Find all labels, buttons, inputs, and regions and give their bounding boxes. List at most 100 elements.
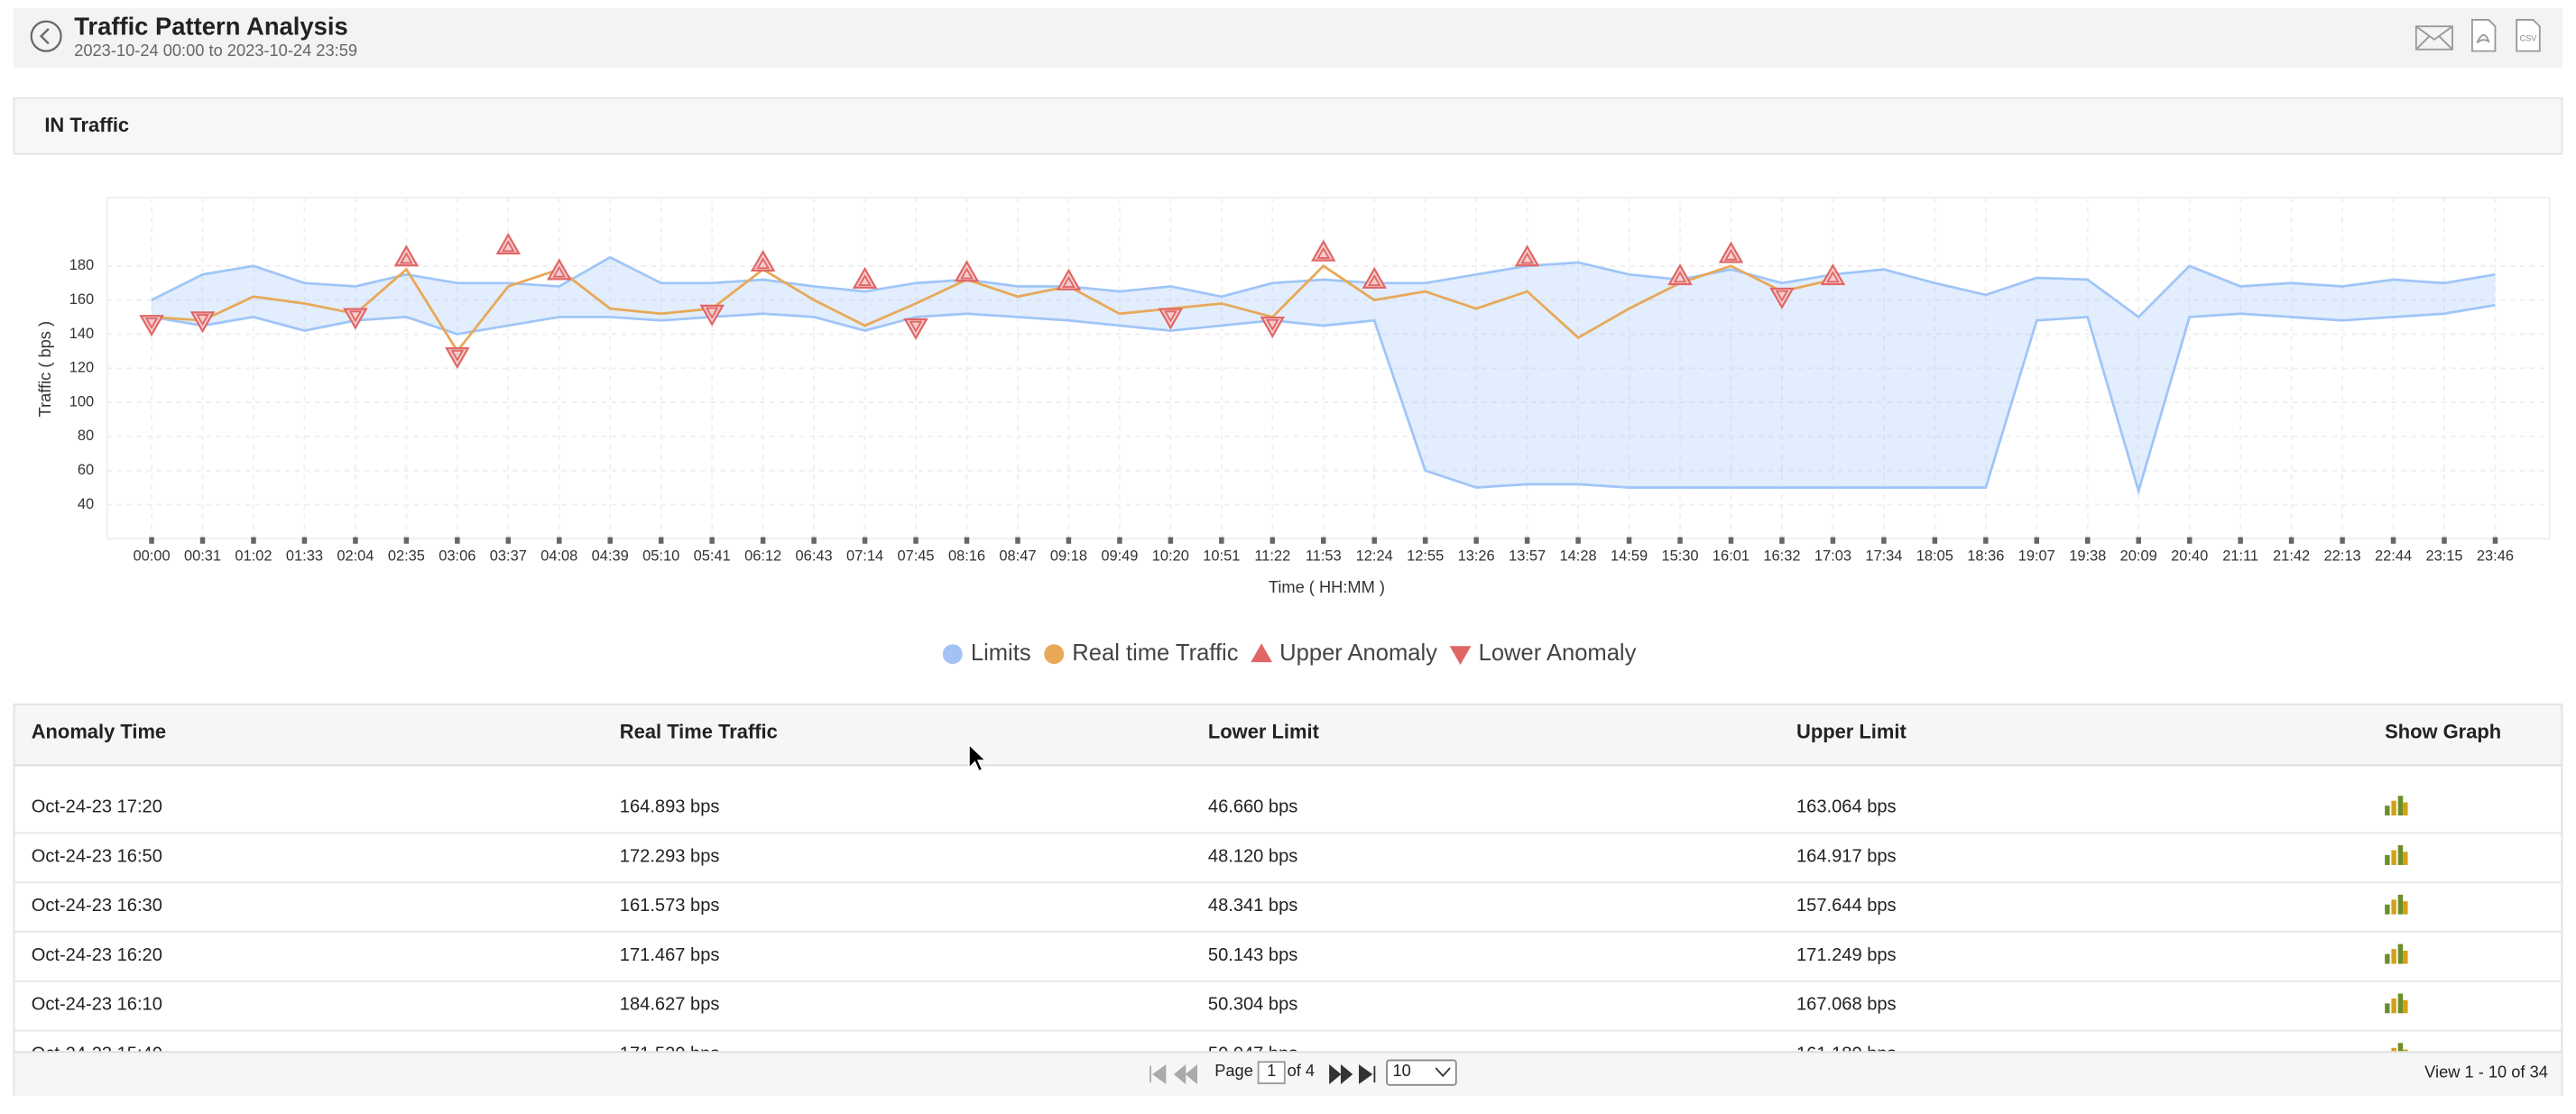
anomaly-inner — [909, 320, 923, 333]
show-graph-button[interactable] — [2385, 842, 2408, 865]
show-graph-button[interactable] — [2385, 1040, 2408, 1052]
x-tick-mark — [2136, 537, 2141, 544]
x-tick-mark — [455, 537, 460, 544]
x-tick-label: 20:09 — [2120, 548, 2157, 565]
x-tick-label: 09:18 — [1050, 548, 1087, 565]
x-tick-mark — [1168, 537, 1174, 544]
anomaly-inner — [756, 257, 771, 270]
x-tick-label: 08:16 — [948, 548, 985, 565]
table-cell: 167.068 bps — [1796, 995, 1897, 1016]
x-tick-label: 14:59 — [1611, 548, 1648, 565]
anomaly-outer — [699, 304, 725, 327]
anomaly-outer — [903, 318, 928, 340]
graph-icon-bar — [2403, 802, 2408, 816]
x-tick-mark — [1015, 537, 1020, 544]
x-tick-mark — [199, 537, 206, 544]
lower-anomaly — [139, 315, 164, 337]
show-graph-button[interactable] — [2385, 891, 2408, 915]
anomaly-inner — [858, 274, 872, 287]
x-tick-mark — [1932, 537, 1938, 544]
x-tick-mark — [2492, 537, 2498, 544]
pdf-icon[interactable] — [2469, 18, 2498, 54]
x-tick-mark — [1779, 537, 1785, 544]
graph-icon-bar — [2403, 950, 2408, 964]
lower-anomaly — [445, 347, 470, 370]
graph-icon-bar — [2397, 845, 2404, 865]
upper-anomaly — [393, 244, 420, 267]
table-cell: 164.893 bps — [619, 797, 720, 817]
x-tick-mark — [353, 537, 358, 544]
back-button[interactable] — [28, 20, 64, 56]
x-tick-label: 07:14 — [846, 548, 883, 565]
x-tick-label: 22:13 — [2324, 548, 2361, 565]
email-icon[interactable] — [2414, 22, 2454, 55]
header-bar: Traffic Pattern Analysis 2023-10-24 00:0… — [13, 8, 2563, 68]
table-cell: 163.064 bps — [1796, 797, 1897, 817]
x-tick-mark — [1881, 537, 1887, 544]
x-tick-mark — [2085, 537, 2091, 544]
graph-icon-bar — [2391, 800, 2396, 816]
next-last-buttons[interactable] — [1328, 1063, 1380, 1084]
x-tick-mark — [709, 537, 715, 544]
x-tick-label: 11:53 — [1306, 548, 1342, 565]
page-size: 10 — [1392, 1063, 1411, 1082]
graph-icon-bar — [2385, 1003, 2390, 1014]
graph-icon-bar — [2403, 901, 2408, 915]
graph-icon-bar — [2385, 904, 2390, 915]
x-tick-label: 22:44 — [2375, 548, 2412, 565]
anomaly-outer — [547, 258, 572, 281]
y-tick-label: 160 — [69, 291, 94, 308]
anomaly-outer — [1056, 268, 1082, 290]
y-tick-label: 40 — [78, 496, 94, 512]
legend-marker — [1251, 643, 1272, 663]
table-cell: 171.467 bps — [619, 945, 720, 966]
upper-anomaly — [750, 249, 776, 272]
y-tick-label: 140 — [69, 326, 94, 342]
anomaly-outer — [750, 249, 776, 272]
csv-icon[interactable]: CSV — [2514, 18, 2544, 54]
graph-icon-bar — [2397, 944, 2404, 964]
x-tick-mark — [2390, 537, 2396, 544]
upper-anomaly — [1718, 241, 1744, 263]
x-tick-label: 16:32 — [1763, 548, 1800, 565]
table-cell: 50.304 bps — [1207, 995, 1298, 1016]
anomaly-outer — [343, 308, 368, 330]
x-tick-mark — [2288, 537, 2294, 544]
x-tick-label: 18:05 — [1916, 548, 1953, 565]
anomaly-outer — [495, 233, 522, 255]
x-tick-label: 07:45 — [897, 548, 934, 565]
legend-marker — [942, 644, 963, 665]
anomaly-outer — [139, 315, 164, 337]
show-graph-button[interactable] — [2385, 990, 2408, 1014]
page-size-select[interactable]: 10 — [1386, 1059, 1457, 1086]
table-body: Oct-24-23 17:20 164.893 bps 46.660 bps 163.… — [14, 766, 2562, 1052]
csv-icon-label: CSV — [2520, 34, 2538, 43]
graph-icon-bar — [2391, 1047, 2396, 1052]
x-tick-label: 04:08 — [540, 548, 577, 565]
x-tick-mark — [2442, 537, 2447, 544]
page-label: Page — [1214, 1063, 1253, 1082]
x-tick-mark — [607, 537, 613, 544]
lower-limit-line — [151, 303, 2496, 496]
x-tick-label: 03:06 — [439, 548, 475, 565]
show-graph-button[interactable] — [2385, 941, 2408, 964]
first-prev-buttons[interactable] — [1149, 1063, 1214, 1084]
upper-anomaly — [1667, 263, 1693, 286]
x-tick-mark — [1626, 537, 1632, 544]
page-input[interactable]: 1 — [1257, 1061, 1286, 1084]
x-tick-mark — [403, 537, 410, 544]
column-header: Show Graph — [2385, 720, 2502, 743]
x-tick-label: 19:07 — [2018, 548, 2055, 565]
x-tick-label: 19:38 — [2069, 548, 2106, 565]
section-title: IN Traffic — [44, 114, 130, 137]
x-tick-label: 16:01 — [1713, 548, 1750, 565]
anomaly-inner — [1062, 275, 1076, 288]
anomaly-inner — [1775, 290, 1789, 302]
record-summary: View 1 - 10 of 34 — [2424, 1063, 2548, 1083]
x-tick-mark — [658, 537, 664, 544]
x-tick-mark — [505, 537, 512, 544]
show-graph-button[interactable] — [2385, 793, 2408, 816]
x-tick-mark — [913, 537, 919, 544]
x-tick-label: 02:04 — [337, 548, 374, 565]
